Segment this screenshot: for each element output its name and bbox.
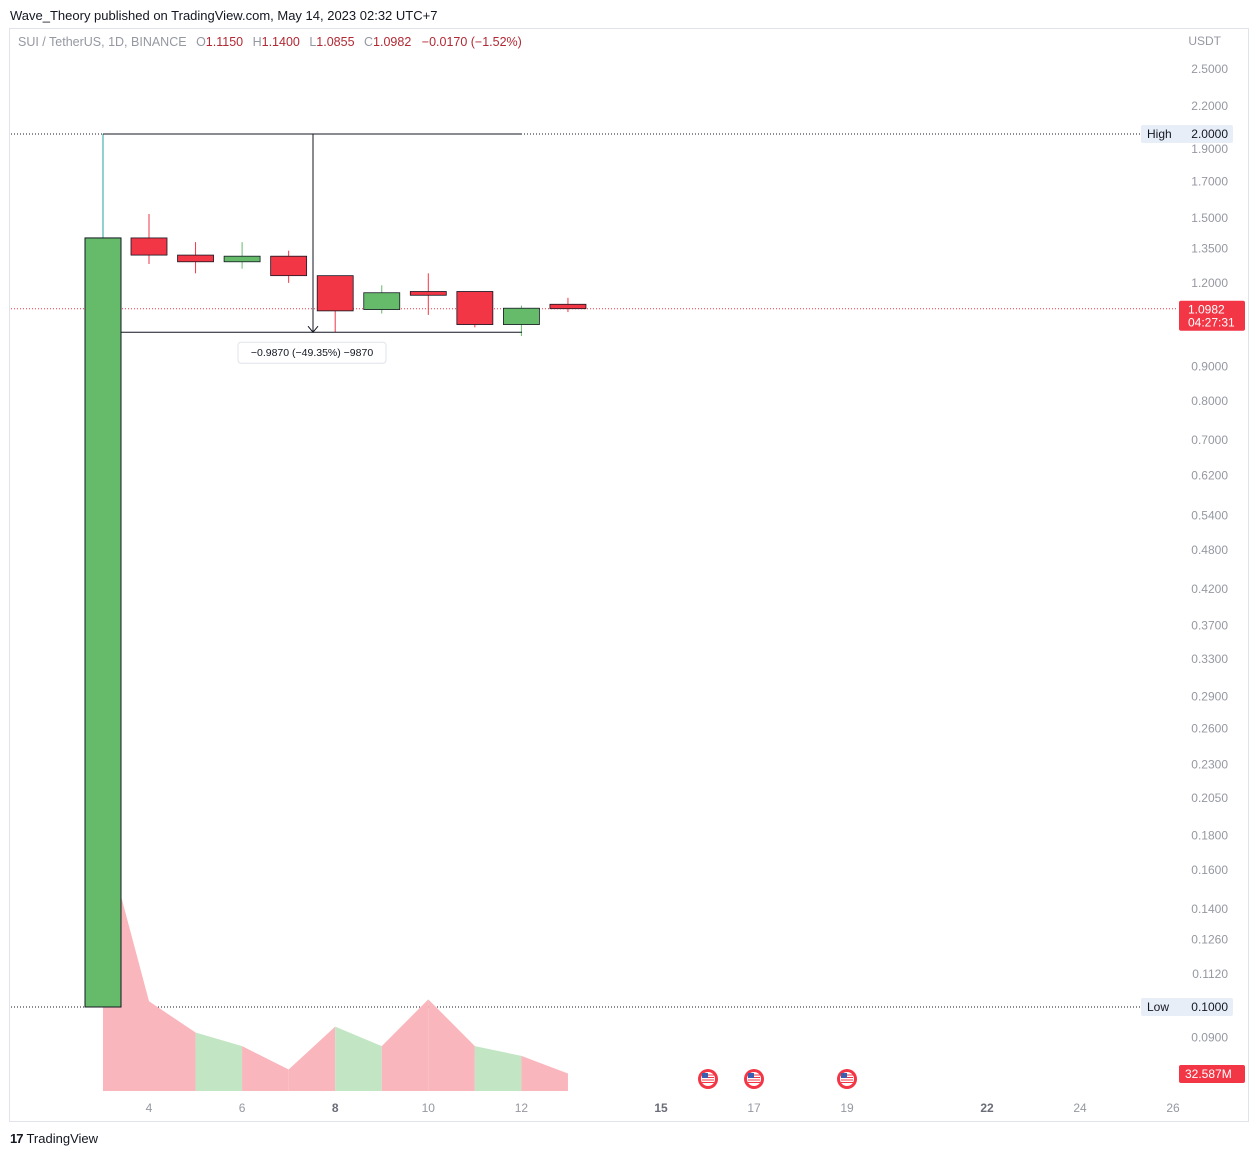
time-tick-label: 22 — [980, 1101, 994, 1115]
price-tick-label: 0.3700 — [1191, 619, 1228, 633]
time-tick-label: 8 — [332, 1101, 339, 1115]
down-candle — [130, 237, 168, 256]
low-label-bg — [1141, 998, 1233, 1016]
price-tick-label: 0.6200 — [1191, 468, 1228, 482]
price-tick-label: 0.2050 — [1191, 791, 1228, 805]
price-tick-label: 0.0900 — [1191, 1031, 1228, 1045]
measure-arrowhead — [307, 325, 319, 334]
price-tick-label: 2.2000 — [1191, 99, 1228, 113]
countdown-value: 04:27:31 — [1188, 316, 1235, 330]
time-tick-label: 19 — [840, 1101, 854, 1115]
high-label: High — [1147, 127, 1172, 141]
volume-segment — [521, 1055, 568, 1091]
price-tick-label: 0.2600 — [1191, 722, 1228, 736]
price-tick-label: 2.5000 — [1191, 62, 1228, 76]
us-flag-icon — [698, 1069, 718, 1089]
high-label-bg — [1141, 125, 1233, 143]
price-tick-label: 0.4800 — [1191, 543, 1228, 557]
price-tick-label: 0.5400 — [1191, 509, 1228, 523]
last-price-tag — [1179, 300, 1245, 331]
tradingview-brand: TradingView — [26, 1131, 99, 1146]
price-tick-label: 1.7000 — [1191, 174, 1228, 188]
time-tick-label: 17 — [747, 1101, 761, 1115]
volume-segment — [121, 896, 149, 1091]
time-tick-label: 6 — [239, 1101, 246, 1115]
low-label: L — [309, 35, 317, 49]
volume-segment — [149, 1001, 196, 1091]
open-label: O — [196, 35, 206, 49]
us-flag-icon — [744, 1069, 764, 1089]
volume-segment — [288, 1026, 336, 1091]
last-price-value: 1.0982 — [1188, 303, 1225, 317]
price-tick-label: 0.4200 — [1191, 582, 1228, 596]
chart-frame — [9, 28, 1249, 1122]
open-value: 1.1150 — [205, 35, 244, 49]
price-tick-label: 0.9000 — [1191, 360, 1228, 374]
price-tick-label: 0.1800 — [1191, 829, 1228, 843]
up-candle — [223, 255, 261, 263]
time-tick-label: 26 — [1166, 1101, 1180, 1115]
change-value: −0.0170 (−1.52%) — [421, 35, 522, 49]
currency-label: USDT — [1188, 34, 1221, 48]
price-tick-label: 0.2900 — [1191, 690, 1228, 704]
up-candle — [363, 292, 401, 310]
volume-segment — [242, 1046, 289, 1091]
symbol-name[interactable]: SUI / TetherUS, 1D, BINANCE — [18, 35, 187, 49]
high-value: 1.1400 — [261, 35, 300, 49]
down-candle — [270, 255, 308, 277]
down-candle — [456, 291, 494, 325]
down-candle — [409, 291, 447, 296]
high-value: 2.0000 — [1191, 127, 1228, 141]
price-tick-label: 1.5000 — [1191, 211, 1228, 225]
measure-label-box — [237, 341, 387, 364]
price-tick-label: 0.1260 — [1191, 933, 1228, 947]
time-tick-label: 12 — [515, 1101, 529, 1115]
volume-segment — [381, 999, 429, 1091]
price-tick-label: 0.3300 — [1191, 652, 1228, 666]
time-tick-label: 10 — [422, 1101, 436, 1115]
us-flag-icon — [837, 1069, 857, 1089]
tradingview-logo-icon: 17 — [10, 1131, 24, 1146]
measure-label: −0.9870 (−49.35%) −9870 — [251, 347, 373, 359]
volume-tag — [1179, 1065, 1245, 1083]
time-tick-label: 4 — [146, 1101, 153, 1115]
price-tick-label: 1.9000 — [1191, 142, 1228, 156]
volume-segment — [335, 1026, 382, 1091]
time-tick-label: 24 — [1073, 1101, 1087, 1115]
price-tick-label: 0.8000 — [1191, 394, 1228, 408]
close-label: C — [364, 35, 374, 49]
down-candle — [177, 254, 214, 263]
volume-segment — [195, 1032, 243, 1091]
price-tick-label: 1.3500 — [1191, 242, 1228, 256]
symbol-legend: SUI / TetherUS, 1D, BINANCE O1.1150 H1.1… — [18, 35, 522, 49]
time-tick-label: 15 — [654, 1101, 668, 1115]
volume-segment — [428, 999, 475, 1091]
up-candle — [502, 307, 540, 325]
volume-value: 32.587M — [1185, 1067, 1232, 1081]
publisher-line: Wave_Theory published on TradingView.com… — [10, 8, 438, 23]
up-candle — [84, 237, 122, 1008]
low-value: 1.0855 — [316, 35, 355, 49]
price-tick-label: 1.2000 — [1191, 276, 1228, 290]
price-tick-label: 0.7000 — [1191, 433, 1228, 447]
low-label: Low — [1147, 1000, 1169, 1014]
volume-segment — [474, 1046, 522, 1091]
close-value: 1.0982 — [373, 35, 412, 49]
price-tick-label: 0.2300 — [1191, 757, 1228, 771]
low-value: 0.1000 — [1191, 1000, 1228, 1014]
price-tick-label: 0.1120 — [1192, 967, 1228, 981]
price-tick-label: 0.1400 — [1191, 902, 1228, 916]
tradingview-footer[interactable]: 17 TradingView — [10, 1131, 98, 1146]
down-candle — [549, 303, 587, 310]
high-label: H — [252, 35, 262, 49]
price-tick-label: 0.1600 — [1191, 863, 1228, 877]
down-candle — [316, 275, 354, 312]
